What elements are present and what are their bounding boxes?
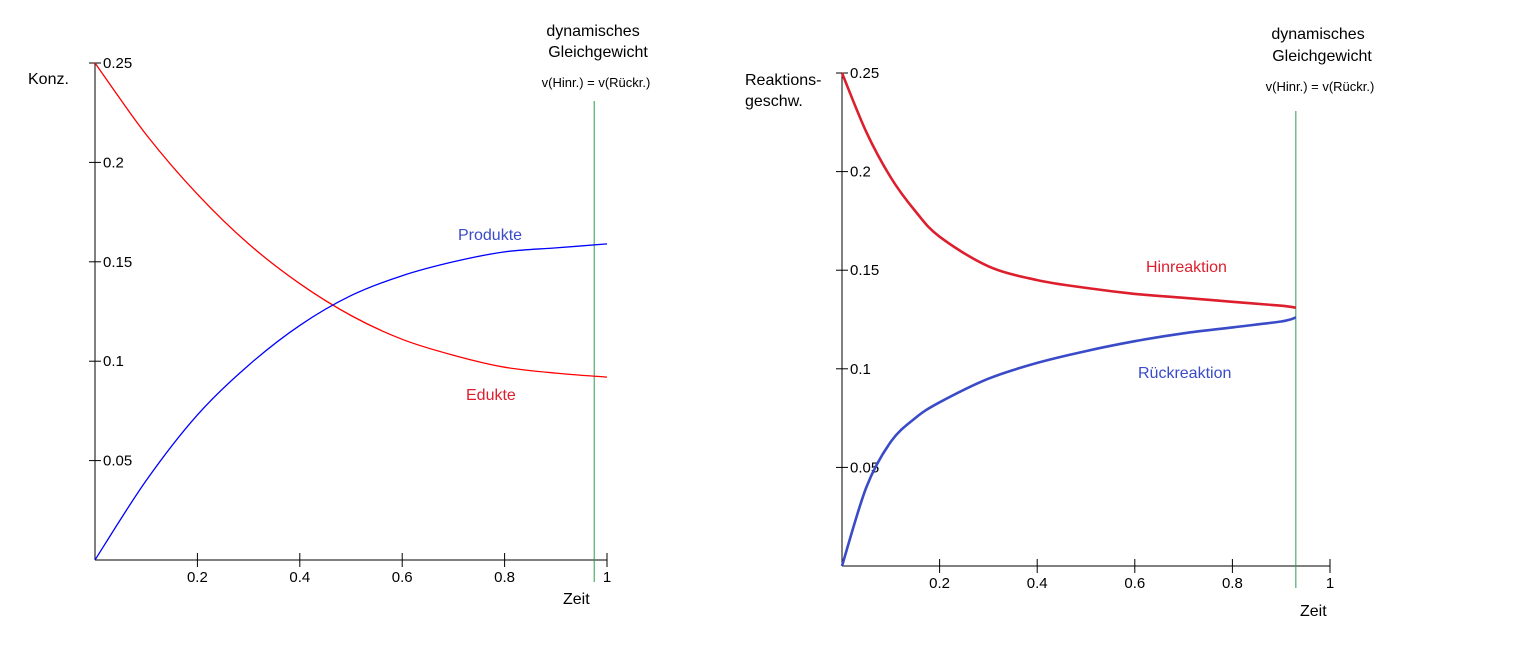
reaction-rate-chart: Reaktions- geschw. Zeit dynamisches Glei… [745, 26, 1374, 620]
x-tick-label: 0.2 [187, 569, 208, 586]
x-tick-label: 0.4 [289, 569, 310, 586]
equilibrium-label-line2: Gleichgewicht [548, 44, 648, 61]
y-tick-label: 0.25 [103, 55, 132, 72]
y-axis-label: Konz. [28, 71, 69, 88]
y-tick-label: 0.15 [850, 262, 879, 279]
series-label-hinreaktion: Hinreaktion [1146, 259, 1227, 276]
x-tick-label: 0.4 [1027, 575, 1048, 592]
x-tick-label: 1 [603, 569, 611, 586]
y-tick-label: 0.2 [850, 164, 871, 181]
y-tick-label: 0.1 [103, 353, 124, 370]
equilibrium-label-line2: Gleichgewicht [1272, 48, 1372, 65]
x-axis-label: Zeit [563, 591, 590, 608]
y-tick-label: 0.1 [850, 361, 871, 378]
y-axis-label-line2: geschw. [745, 93, 803, 110]
x-tick-label: 0.8 [494, 569, 515, 586]
series-label-produkte: Produkte [458, 227, 522, 244]
series-line-hinreaktion [840, 72, 1297, 309]
y-tick-label: 0.25 [850, 65, 879, 82]
x-tick-label: 1 [1326, 575, 1334, 592]
equilibrium-formula: v(Hinr.) = v(Rückr.) [542, 75, 651, 90]
x-tick-label: 0.6 [1124, 575, 1145, 592]
y-axis-label-line1: Reaktions- [745, 72, 821, 89]
series-line-produkte [94, 243, 608, 561]
series-label-edukte: Edukte [466, 387, 516, 404]
equilibrium-label-line1: dynamisches [546, 23, 639, 40]
equilibrium-formula: v(Hinr.) = v(Rückr.) [1266, 79, 1375, 94]
x-axis-label: Zeit [1300, 603, 1327, 620]
y-tick-label: 0.2 [103, 154, 124, 171]
equilibrium-label-line1: dynamisches [1271, 26, 1364, 43]
x-tick-label: 0.2 [929, 575, 950, 592]
series-line-rueckreaktion [840, 316, 1297, 567]
x-tick-label: 0.8 [1222, 575, 1243, 592]
series-line-edukte [94, 62, 608, 378]
x-tick-label: 0.6 [392, 569, 413, 586]
y-tick-label: 0.05 [103, 453, 132, 470]
series-label-rueckreaktion: Rückreaktion [1138, 365, 1231, 382]
concentration-chart: Konz. Zeit dynamisches Gleichgewicht v(H… [28, 23, 650, 608]
y-tick-label: 0.15 [103, 254, 132, 271]
